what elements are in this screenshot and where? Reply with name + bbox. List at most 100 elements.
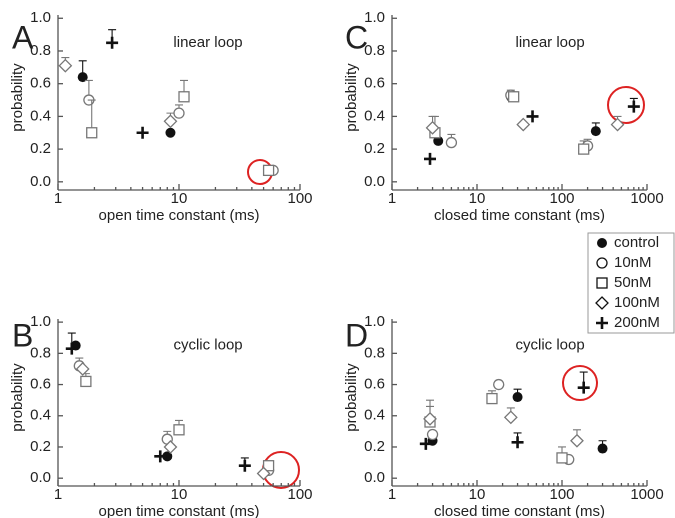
marker bbox=[627, 100, 640, 113]
y-tick-label: 0.8 bbox=[364, 344, 385, 361]
y-tick-label: 0.0 bbox=[364, 469, 385, 486]
y-tick-label: 0.2 bbox=[30, 140, 51, 157]
marker bbox=[173, 107, 185, 119]
x-axis-label: closed time constant (ms) bbox=[434, 207, 605, 224]
y-tick-label: 0.4 bbox=[30, 107, 51, 124]
marker bbox=[508, 91, 520, 103]
y-tick-label: 0.6 bbox=[30, 376, 51, 393]
marker bbox=[178, 91, 190, 103]
legend-marker bbox=[596, 317, 608, 329]
marker bbox=[610, 117, 625, 132]
x-tick-label: 100 bbox=[549, 486, 574, 503]
marker bbox=[419, 437, 432, 450]
y-tick-label: 0.8 bbox=[30, 344, 51, 361]
y-tick-label: 0.6 bbox=[364, 376, 385, 393]
annotation: cyclic loop bbox=[173, 337, 242, 354]
marker bbox=[445, 136, 458, 149]
y-tick-label: 0.0 bbox=[30, 173, 51, 190]
legend-label: 100nM bbox=[614, 294, 660, 311]
y-tick-label: 1.0 bbox=[30, 313, 51, 330]
x-axis-label: open time constant (ms) bbox=[99, 503, 260, 518]
x-tick-label: 10 bbox=[171, 486, 188, 503]
x-tick-label: 1 bbox=[388, 190, 396, 207]
marker bbox=[570, 433, 584, 448]
panel-letter: C bbox=[345, 19, 368, 55]
legend-label: 50nM bbox=[614, 274, 652, 291]
x-tick-label: 1 bbox=[54, 190, 62, 207]
panel-letter: B bbox=[12, 317, 33, 353]
legend-label: 200nM bbox=[614, 314, 660, 331]
marker bbox=[503, 410, 518, 425]
x-tick-label: 1 bbox=[54, 486, 62, 503]
marker bbox=[77, 72, 88, 83]
marker bbox=[154, 450, 167, 463]
marker bbox=[162, 451, 173, 462]
legend-marker bbox=[596, 277, 608, 289]
x-axis-label: closed time constant (ms) bbox=[434, 503, 605, 518]
marker bbox=[262, 460, 275, 472]
marker bbox=[173, 424, 185, 436]
marker bbox=[106, 36, 119, 49]
marker bbox=[163, 114, 178, 129]
y-tick-label: 1.0 bbox=[30, 9, 51, 26]
marker bbox=[424, 152, 437, 165]
x-tick-label: 100 bbox=[287, 486, 312, 503]
marker bbox=[256, 466, 271, 481]
marker bbox=[597, 443, 608, 454]
x-tick-label: 10 bbox=[469, 486, 486, 503]
y-tick-label: 0.2 bbox=[364, 140, 385, 157]
annotation: linear loop bbox=[515, 34, 584, 51]
x-tick-label: 10 bbox=[171, 190, 188, 207]
legend-marker bbox=[595, 296, 609, 310]
x-tick-label: 1000 bbox=[630, 486, 663, 503]
marker bbox=[526, 110, 539, 123]
marker bbox=[512, 392, 523, 403]
marker bbox=[426, 428, 439, 441]
marker bbox=[163, 440, 178, 454]
y-axis-label: probability bbox=[9, 363, 26, 432]
y-tick-label: 1.0 bbox=[364, 313, 385, 330]
marker bbox=[511, 436, 524, 449]
marker bbox=[58, 58, 73, 73]
annotation: cyclic loop bbox=[515, 337, 584, 354]
y-tick-label: 0.2 bbox=[364, 438, 385, 455]
marker bbox=[75, 362, 90, 376]
legend-label: 10nM bbox=[614, 254, 652, 271]
y-tick-label: 0.6 bbox=[364, 75, 385, 92]
marker bbox=[238, 459, 251, 472]
panel-letter: A bbox=[12, 19, 34, 55]
y-tick-label: 0.4 bbox=[364, 107, 385, 124]
y-tick-label: 0.6 bbox=[30, 75, 51, 92]
y-tick-label: 0.8 bbox=[30, 42, 51, 59]
marker bbox=[577, 381, 590, 394]
marker bbox=[516, 117, 531, 132]
marker bbox=[493, 378, 505, 391]
y-tick-label: 0.0 bbox=[364, 173, 385, 190]
marker bbox=[425, 120, 440, 135]
marker bbox=[486, 392, 498, 405]
x-axis-label: open time constant (ms) bbox=[99, 207, 260, 224]
marker bbox=[578, 143, 590, 155]
marker bbox=[86, 127, 98, 139]
marker bbox=[80, 375, 92, 388]
highlight-circle bbox=[562, 365, 598, 401]
y-tick-label: 1.0 bbox=[364, 9, 385, 26]
marker bbox=[262, 164, 275, 177]
y-axis-label: probability bbox=[9, 63, 26, 132]
x-tick-label: 1000 bbox=[630, 190, 663, 207]
x-tick-label: 100 bbox=[549, 190, 574, 207]
marker bbox=[423, 411, 437, 426]
x-tick-label: 1 bbox=[388, 486, 396, 503]
panel-letter: D bbox=[345, 317, 368, 353]
marker bbox=[136, 126, 149, 139]
y-tick-label: 0.2 bbox=[30, 438, 51, 455]
y-tick-label: 0.4 bbox=[364, 407, 385, 424]
marker bbox=[65, 342, 78, 355]
y-tick-label: 0.4 bbox=[30, 407, 51, 424]
x-tick-label: 10 bbox=[469, 190, 486, 207]
legend-marker bbox=[596, 257, 608, 269]
x-tick-label: 100 bbox=[287, 190, 312, 207]
marker bbox=[590, 126, 601, 137]
y-tick-label: 0.0 bbox=[30, 469, 51, 486]
